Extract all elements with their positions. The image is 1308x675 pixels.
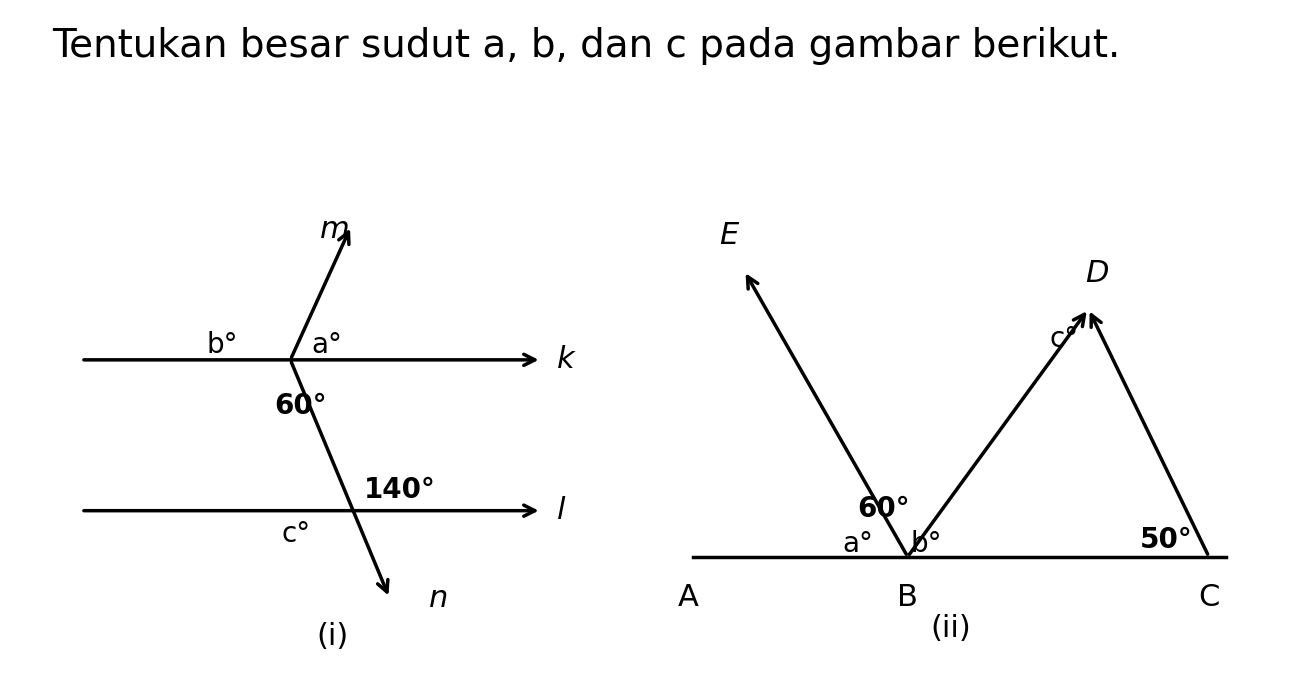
Text: n: n [429,584,447,613]
Text: c°: c° [281,520,310,548]
Text: E: E [719,221,738,250]
Text: b°: b° [910,531,942,558]
Text: (ii): (ii) [930,614,971,643]
Text: 60°: 60° [275,392,327,420]
Text: a°: a° [311,331,343,358]
Text: l: l [557,496,565,525]
Text: 140°: 140° [365,476,436,504]
Text: k: k [557,346,574,375]
Text: C: C [1198,583,1219,612]
Text: A: A [678,583,698,612]
Text: Tentukan besar sudut a, b, dan c pada gambar berikut.: Tentukan besar sudut a, b, dan c pada ga… [52,27,1121,65]
Text: (i): (i) [317,622,348,651]
Text: c°: c° [1050,325,1079,354]
Text: D: D [1086,259,1109,288]
Text: 50°: 50° [1139,526,1192,554]
Text: a°: a° [842,531,874,558]
Text: B: B [897,583,918,612]
Text: 60°: 60° [857,495,910,523]
Text: b°: b° [207,331,238,358]
Text: m: m [319,215,349,244]
